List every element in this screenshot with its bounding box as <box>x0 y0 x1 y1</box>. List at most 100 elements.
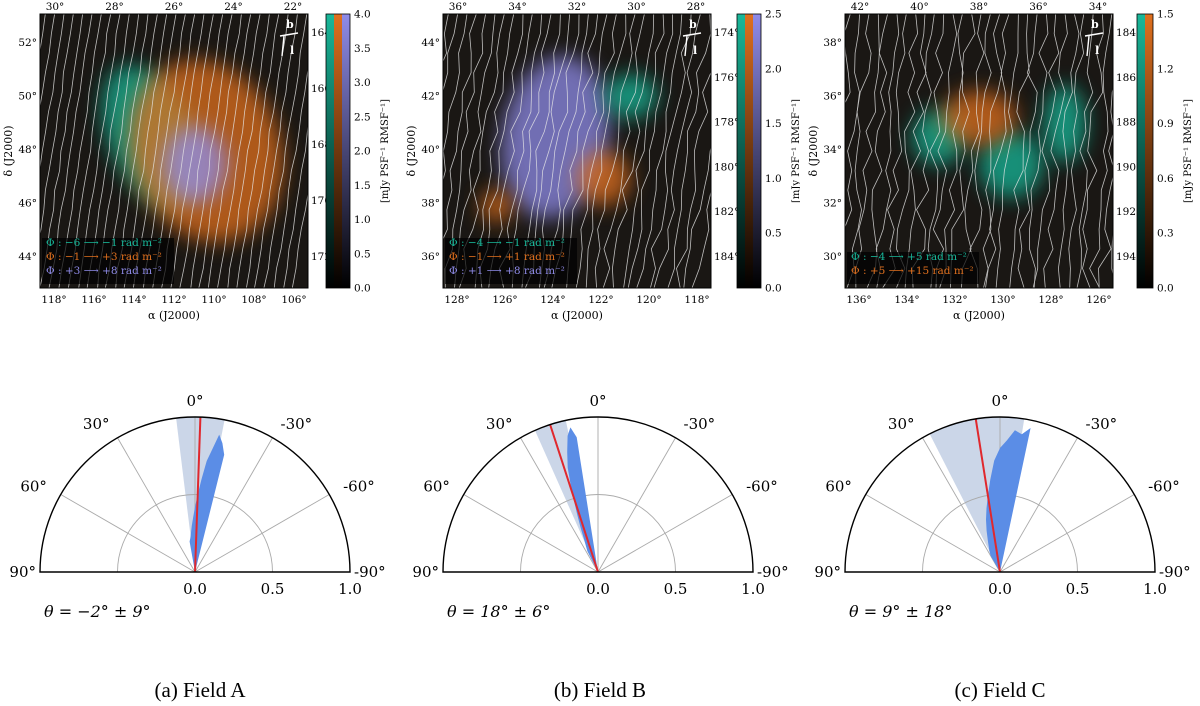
polar-angle-label: -30° <box>1086 415 1118 433</box>
colorbar-frame <box>736 13 762 289</box>
polar-inner-arc <box>520 494 676 573</box>
bottom-tick-label: 136° <box>846 294 871 306</box>
left-tick-label: 42° <box>421 91 440 103</box>
polar-histogram: 0° 30° -30° 60° -60° 90° -90° 0.0 0.5 1.0 θ = −2° … <box>9 392 385 621</box>
colorbar-tick-label: 2.5 <box>354 111 371 123</box>
polar-angle-label: 0° <box>186 392 203 410</box>
left-tick-label: 34° <box>823 144 842 156</box>
colorbar-tick-label: 3.0 <box>354 77 371 89</box>
streamline <box>443 14 477 240</box>
streamline <box>882 14 907 288</box>
streamline <box>985 14 1010 288</box>
top-tick-label: 38° <box>970 1 989 13</box>
streamline <box>855 14 880 288</box>
legend-entry: Φ : +3 ⟶ +8 rad m⁻² <box>46 265 162 277</box>
streamline <box>961 14 985 288</box>
theta-annotation: θ = −2° ± 9° <box>44 602 151 621</box>
theta-annotation: θ = 9° ± 18° <box>849 602 952 621</box>
polar-angle-label: 90° <box>9 563 36 581</box>
streamline <box>904 14 927 288</box>
polar-angle-label: -30° <box>281 415 313 433</box>
top-tick-label: 30° <box>627 1 646 13</box>
right-tick-label: 194° <box>1116 251 1141 263</box>
polar-radial-label: 0.5 <box>664 580 688 598</box>
bottom-tick-label: 106° <box>281 294 306 306</box>
right-tick-label: 182° <box>714 206 739 218</box>
streamline <box>939 14 964 288</box>
left-tick-label: 36° <box>823 91 842 103</box>
colorbar-strip <box>1137 14 1145 288</box>
streamline <box>1089 14 1113 288</box>
streamline <box>845 14 851 104</box>
map-emission-b <box>443 14 711 288</box>
legend-box <box>42 238 174 284</box>
left-tick-label: 48° <box>18 144 37 156</box>
map-legend: Φ : −4 ⟶ −1 rad m⁻² Φ : −1 ⟶ +1 rad m⁻² Φ … <box>445 237 577 284</box>
right-tick-label: 180° <box>714 161 739 173</box>
polar-angle-label: -60° <box>746 478 778 496</box>
streamline <box>969 14 992 288</box>
bottom-tick-label: 108° <box>241 294 266 306</box>
histogram-distribution <box>567 427 598 572</box>
polar-frame <box>442 416 754 573</box>
top-tick-label: 42° <box>851 1 870 13</box>
streamline <box>291 191 308 288</box>
polar-angle-label: 30° <box>486 415 513 433</box>
emission-blob <box>979 131 1044 198</box>
polar-radial-label: 1.0 <box>338 580 362 598</box>
colorbar-tick-label: 0.6 <box>1157 173 1174 185</box>
streamline <box>575 14 617 288</box>
legend-entry: Φ : −6 ⟶ −1 rad m⁻² <box>46 237 162 249</box>
top-tick-label: 28° <box>687 1 706 13</box>
map-y-axis-label: δ (J2000) <box>2 125 15 176</box>
streamline <box>236 14 280 288</box>
colorbar-label: [mJy PSF⁻¹ RMSF⁻¹] <box>791 99 800 203</box>
legend-entry: Φ : −4 ⟶ −1 rad m⁻² <box>449 237 565 249</box>
polar-histogram: 0° 30° -30° 60° -60° 90° -90° 0.0 0.5 1.0 θ = 9° ±… <box>814 392 1190 621</box>
streamline <box>585 14 627 288</box>
polar-angle-label: 60° <box>825 478 852 496</box>
map-y-axis-label: δ (J2000) <box>405 125 418 176</box>
streamline <box>170 14 214 288</box>
colorbar-tick-label: 0.5 <box>354 248 371 260</box>
streamline <box>40 14 74 236</box>
compass-b-label: b <box>1091 18 1099 31</box>
left-tick-label: 36° <box>421 251 440 263</box>
left-tick-label: 46° <box>18 198 37 210</box>
streamline <box>227 14 270 288</box>
compass-l-arrow <box>1086 35 1090 57</box>
polar-inner-arc <box>117 494 273 573</box>
top-tick-label: 34° <box>508 1 527 13</box>
streamline <box>846 14 872 288</box>
bottom-tick-label: 112° <box>161 294 186 306</box>
streamline <box>1057 14 1080 288</box>
colorbar-frame <box>1136 13 1154 289</box>
left-tick-label: 32° <box>823 198 842 210</box>
colorbar-strip <box>753 14 761 288</box>
mean-orientation-line <box>549 424 599 573</box>
streamline <box>623 14 665 288</box>
right-tick-label: 188° <box>1116 117 1141 129</box>
streamline <box>263 14 308 288</box>
compass-b-label: b <box>689 18 697 31</box>
top-tick-label: 22° <box>284 1 303 13</box>
polar-angle-label: 60° <box>20 478 47 496</box>
polar-angle-label: 0° <box>589 392 606 410</box>
top-tick-label: 26° <box>165 1 184 13</box>
polar-frame <box>39 416 351 573</box>
polar-angle-label: -90° <box>757 563 789 581</box>
polar-angle-label: 30° <box>888 415 915 433</box>
caption-field-a: (a) Field A <box>154 678 246 702</box>
polar-angle-label: 90° <box>412 563 439 581</box>
right-tick-label: 186° <box>1116 72 1141 84</box>
streamline <box>1111 228 1113 277</box>
streamline <box>691 190 711 288</box>
polar-radial-label: 1.0 <box>741 580 765 598</box>
polar-angle-label: -30° <box>684 415 716 433</box>
compass-l-label: l <box>1095 44 1099 57</box>
colorbar-tick-label: 1.5 <box>354 180 371 192</box>
histogram-distribution <box>986 428 1031 572</box>
streamline <box>190 14 233 288</box>
polar-angle-label: -90° <box>354 563 386 581</box>
left-tick-label: 52° <box>18 37 37 49</box>
